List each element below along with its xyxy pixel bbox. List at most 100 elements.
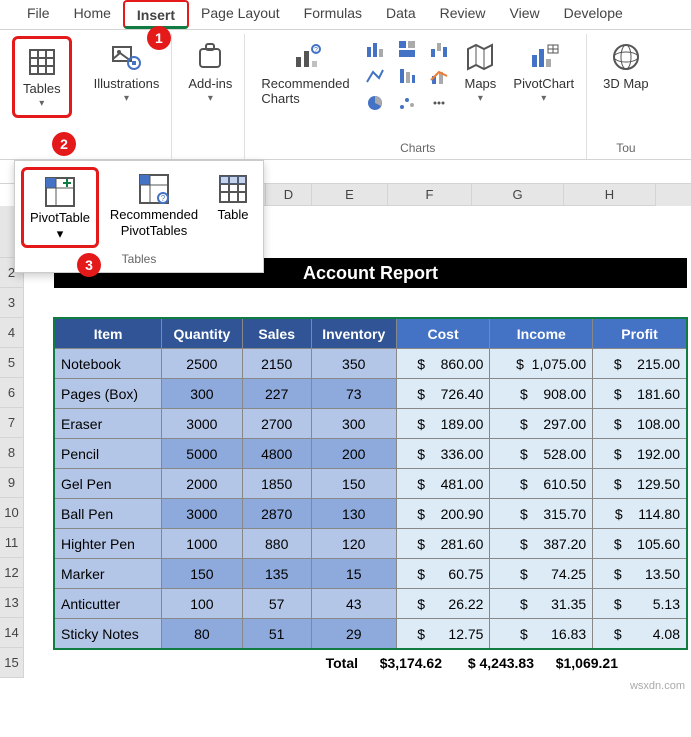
addins-button[interactable]: Add-ins ▾	[182, 36, 238, 108]
cell-sales[interactable]: 2700	[242, 409, 311, 439]
cell-inv[interactable]: 300	[311, 409, 396, 439]
tab-file[interactable]: File	[15, 0, 62, 29]
cell-profit[interactable]: $ 192.00	[593, 439, 687, 469]
cell-inv[interactable]: 15	[311, 559, 396, 589]
cell-sales[interactable]: 1850	[242, 469, 311, 499]
cell-cost[interactable]: $ 12.75	[396, 619, 490, 649]
cell-income[interactable]: $ 610.50	[490, 469, 593, 499]
tab-home[interactable]: Home	[62, 0, 123, 29]
cell-qty[interactable]: 100	[162, 589, 242, 619]
cell-inv[interactable]: 73	[311, 379, 396, 409]
row-header[interactable]: 7	[0, 408, 24, 438]
cell-item[interactable]: Anticutter	[55, 589, 162, 619]
cell-cost[interactable]: $ 26.22	[396, 589, 490, 619]
cell-sales[interactable]: 227	[242, 379, 311, 409]
cell-profit[interactable]: $ 181.60	[593, 379, 687, 409]
cell-sales[interactable]: 880	[242, 529, 311, 559]
table-row[interactable]: Eraser30002700300$ 189.00$ 297.00$ 108.0…	[55, 409, 687, 439]
cell-item[interactable]: Gel Pen	[55, 469, 162, 499]
cell-qty[interactable]: 2000	[162, 469, 242, 499]
row-header[interactable]: 11	[0, 528, 24, 558]
tab-insert[interactable]: Insert 1	[123, 0, 189, 29]
cell-item[interactable]: Sticky Notes	[55, 619, 162, 649]
cell-qty[interactable]: 3000	[162, 409, 242, 439]
cell-income[interactable]: $ 31.35	[490, 589, 593, 619]
tab-data[interactable]: Data	[374, 0, 428, 29]
cell-qty[interactable]: 300	[162, 379, 242, 409]
cell-cost[interactable]: $ 336.00	[396, 439, 490, 469]
table-row[interactable]: Pencil50004800200$ 336.00$ 528.00$ 192.0…	[55, 439, 687, 469]
table-row[interactable]: Anticutter1005743$ 26.22$ 31.35$ 5.13	[55, 589, 687, 619]
tab-review[interactable]: Review	[428, 0, 498, 29]
tab-formulas[interactable]: Formulas	[292, 0, 374, 29]
pivottable-button[interactable]: PivotTable ▾	[21, 167, 99, 248]
cell-inv[interactable]: 43	[311, 589, 396, 619]
cell-qty[interactable]: 2500	[162, 349, 242, 379]
cell-cost[interactable]: $ 860.00	[396, 349, 490, 379]
cell-cost[interactable]: $ 60.75	[396, 559, 490, 589]
cell-cost[interactable]: $ 726.40	[396, 379, 490, 409]
table-row[interactable]: Highter Pen1000880120$ 281.60$ 387.20$ 1…	[55, 529, 687, 559]
cell-sales[interactable]: 57	[242, 589, 311, 619]
cell-item[interactable]: Ball Pen	[55, 499, 162, 529]
recommended-pivottables-button[interactable]: ? Recommended PivotTables	[103, 167, 205, 242]
cell-profit[interactable]: $ 105.60	[593, 529, 687, 559]
cell-income[interactable]: $ 387.20	[490, 529, 593, 559]
tab-view[interactable]: View	[498, 0, 552, 29]
cell-income[interactable]: $ 528.00	[490, 439, 593, 469]
cell-income[interactable]: $ 16.83	[490, 619, 593, 649]
row-header[interactable]: 14	[0, 618, 24, 648]
cell-sales[interactable]: 135	[242, 559, 311, 589]
cell-cost[interactable]: $ 200.90	[396, 499, 490, 529]
line-chart-button[interactable]	[361, 63, 389, 89]
cell-sales[interactable]: 2150	[242, 349, 311, 379]
table-row[interactable]: Sticky Notes805129$ 12.75$ 16.83$ 4.08	[55, 619, 687, 649]
cell-sales[interactable]: 2870	[242, 499, 311, 529]
col-header[interactable]: G	[472, 184, 564, 206]
combo-chart-button[interactable]	[425, 63, 453, 89]
cell-qty[interactable]: 150	[162, 559, 242, 589]
cell-qty[interactable]: 5000	[162, 439, 242, 469]
cell-sales[interactable]: 51	[242, 619, 311, 649]
hierarchy-chart-button[interactable]	[393, 36, 421, 62]
row-header[interactable]: 15	[0, 648, 24, 678]
cell-income[interactable]: $ 297.00	[490, 409, 593, 439]
cell-item[interactable]: Notebook	[55, 349, 162, 379]
cell-item[interactable]: Pencil	[55, 439, 162, 469]
cell-inv[interactable]: 120	[311, 529, 396, 559]
cell-profit[interactable]: $ 114.80	[593, 499, 687, 529]
waterfall-chart-button[interactable]	[425, 36, 453, 62]
row-header[interactable]: 13	[0, 588, 24, 618]
cell-income[interactable]: $ 908.00	[490, 379, 593, 409]
cell-inv[interactable]: 29	[311, 619, 396, 649]
row-header[interactable]: 12	[0, 558, 24, 588]
cell-item[interactable]: Marker	[55, 559, 162, 589]
cell-inv[interactable]: 150	[311, 469, 396, 499]
cell-qty[interactable]: 3000	[162, 499, 242, 529]
tab-page-layout[interactable]: Page Layout	[189, 0, 292, 29]
tables-button[interactable]: Tables ▾	[12, 36, 72, 118]
tab-developer[interactable]: Develope	[552, 0, 635, 29]
row-header[interactable]: 8	[0, 438, 24, 468]
cell-qty[interactable]: 1000	[162, 529, 242, 559]
table-row[interactable]: Notebook25002150350$ 860.00$ 1,075.00$ 2…	[55, 349, 687, 379]
cell-item[interactable]: Highter Pen	[55, 529, 162, 559]
cell-inv[interactable]: 130	[311, 499, 396, 529]
cell-inv[interactable]: 200	[311, 439, 396, 469]
cell-qty[interactable]: 80	[162, 619, 242, 649]
cell-profit[interactable]: $ 13.50	[593, 559, 687, 589]
column-chart-button[interactable]	[361, 36, 389, 62]
cell-inv[interactable]: 350	[311, 349, 396, 379]
cell-income[interactable]: $ 315.70	[490, 499, 593, 529]
cell-profit[interactable]: $ 4.08	[593, 619, 687, 649]
cell-income[interactable]: $ 1,075.00	[490, 349, 593, 379]
cell-cost[interactable]: $ 281.60	[396, 529, 490, 559]
row-header[interactable]: 6	[0, 378, 24, 408]
recommended-charts-button[interactable]: ? Recommended Charts	[255, 36, 357, 110]
table-row[interactable]: Marker15013515$ 60.75$ 74.25$ 13.50	[55, 559, 687, 589]
cell-profit[interactable]: $ 129.50	[593, 469, 687, 499]
table-row[interactable]: Gel Pen20001850150$ 481.00$ 610.50$ 129.…	[55, 469, 687, 499]
3dmap-button[interactable]: 3D Map	[597, 36, 655, 95]
row-header[interactable]: 9	[0, 468, 24, 498]
cell-cost[interactable]: $ 481.00	[396, 469, 490, 499]
